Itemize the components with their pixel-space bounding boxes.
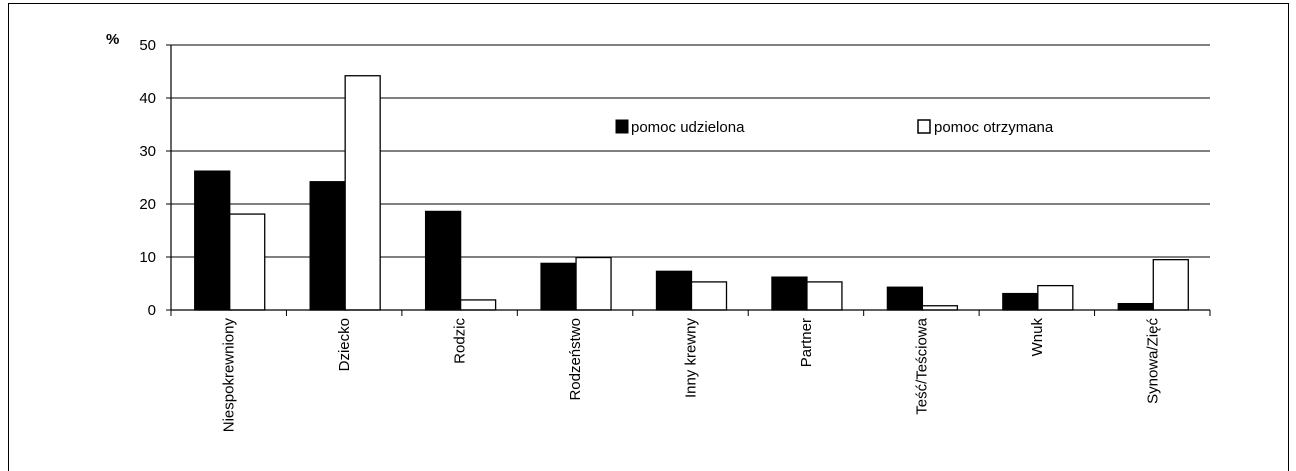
legend-swatch-udzielona [615, 119, 629, 134]
x-tick-label: Partner [798, 318, 815, 367]
bars [194, 75, 1189, 311]
bar-otrzymana [690, 281, 728, 311]
x-tick-labels: Niespokrewniony Dziecko Rodzic Rodzeństwo In… [221, 317, 1162, 432]
x-tick-label: Rodzic [452, 318, 469, 364]
x-tick-label: Wnuk [1029, 318, 1046, 357]
x-tick-label: Dziecko [336, 318, 353, 371]
y-axis-label: % [106, 31, 119, 48]
bar-udzielona [1002, 292, 1039, 311]
bar-udzielona [194, 170, 231, 311]
bar-udzielona [886, 286, 924, 311]
bar-udzielona [309, 181, 346, 311]
legend-swatch-otrzymana [917, 119, 931, 134]
y-tick-label: 40 [139, 90, 156, 107]
bar-otrzymana [575, 256, 612, 311]
bar-udzielona [1117, 302, 1154, 311]
bar-otrzymana [229, 213, 266, 311]
x-tick-label: Inny krewny [683, 318, 700, 399]
bar-otrzymana [1037, 284, 1074, 311]
bar-udzielona [424, 210, 462, 311]
bar-otrzymana [459, 299, 497, 311]
bar-otrzymana [344, 75, 381, 311]
legend-label-otrzymana: pomoc otrzymana [934, 119, 1054, 136]
legend-label-udzielona: pomoc udzielona [631, 119, 745, 136]
bar-udzielona [771, 276, 808, 311]
x-tick-label: Teść/Teściowa [913, 317, 930, 414]
y-tick-label: 50 [139, 37, 156, 54]
x-tick-label: Synowa/Zięć [1144, 318, 1161, 404]
y-tick-label: 0 [148, 302, 156, 319]
axes [170, 45, 1211, 316]
bar-otrzymana [921, 305, 959, 311]
bar-udzielona [655, 270, 693, 311]
y-tick-label: 30 [139, 143, 156, 160]
bar-udzielona [540, 262, 577, 311]
y-tick-label: 10 [139, 249, 156, 266]
x-tick-label: Niespokrewniony [221, 318, 238, 433]
bar-otrzymana [1152, 258, 1189, 311]
y-tick-label: 20 [139, 196, 156, 213]
legend: pomoc udzielona pomoc otrzymana [615, 119, 1054, 136]
bar-otrzymana [806, 281, 843, 311]
y-tick-labels: 0 10 20 30 40 50 [139, 37, 171, 319]
x-tick-label: Rodzeństwo [567, 318, 584, 401]
